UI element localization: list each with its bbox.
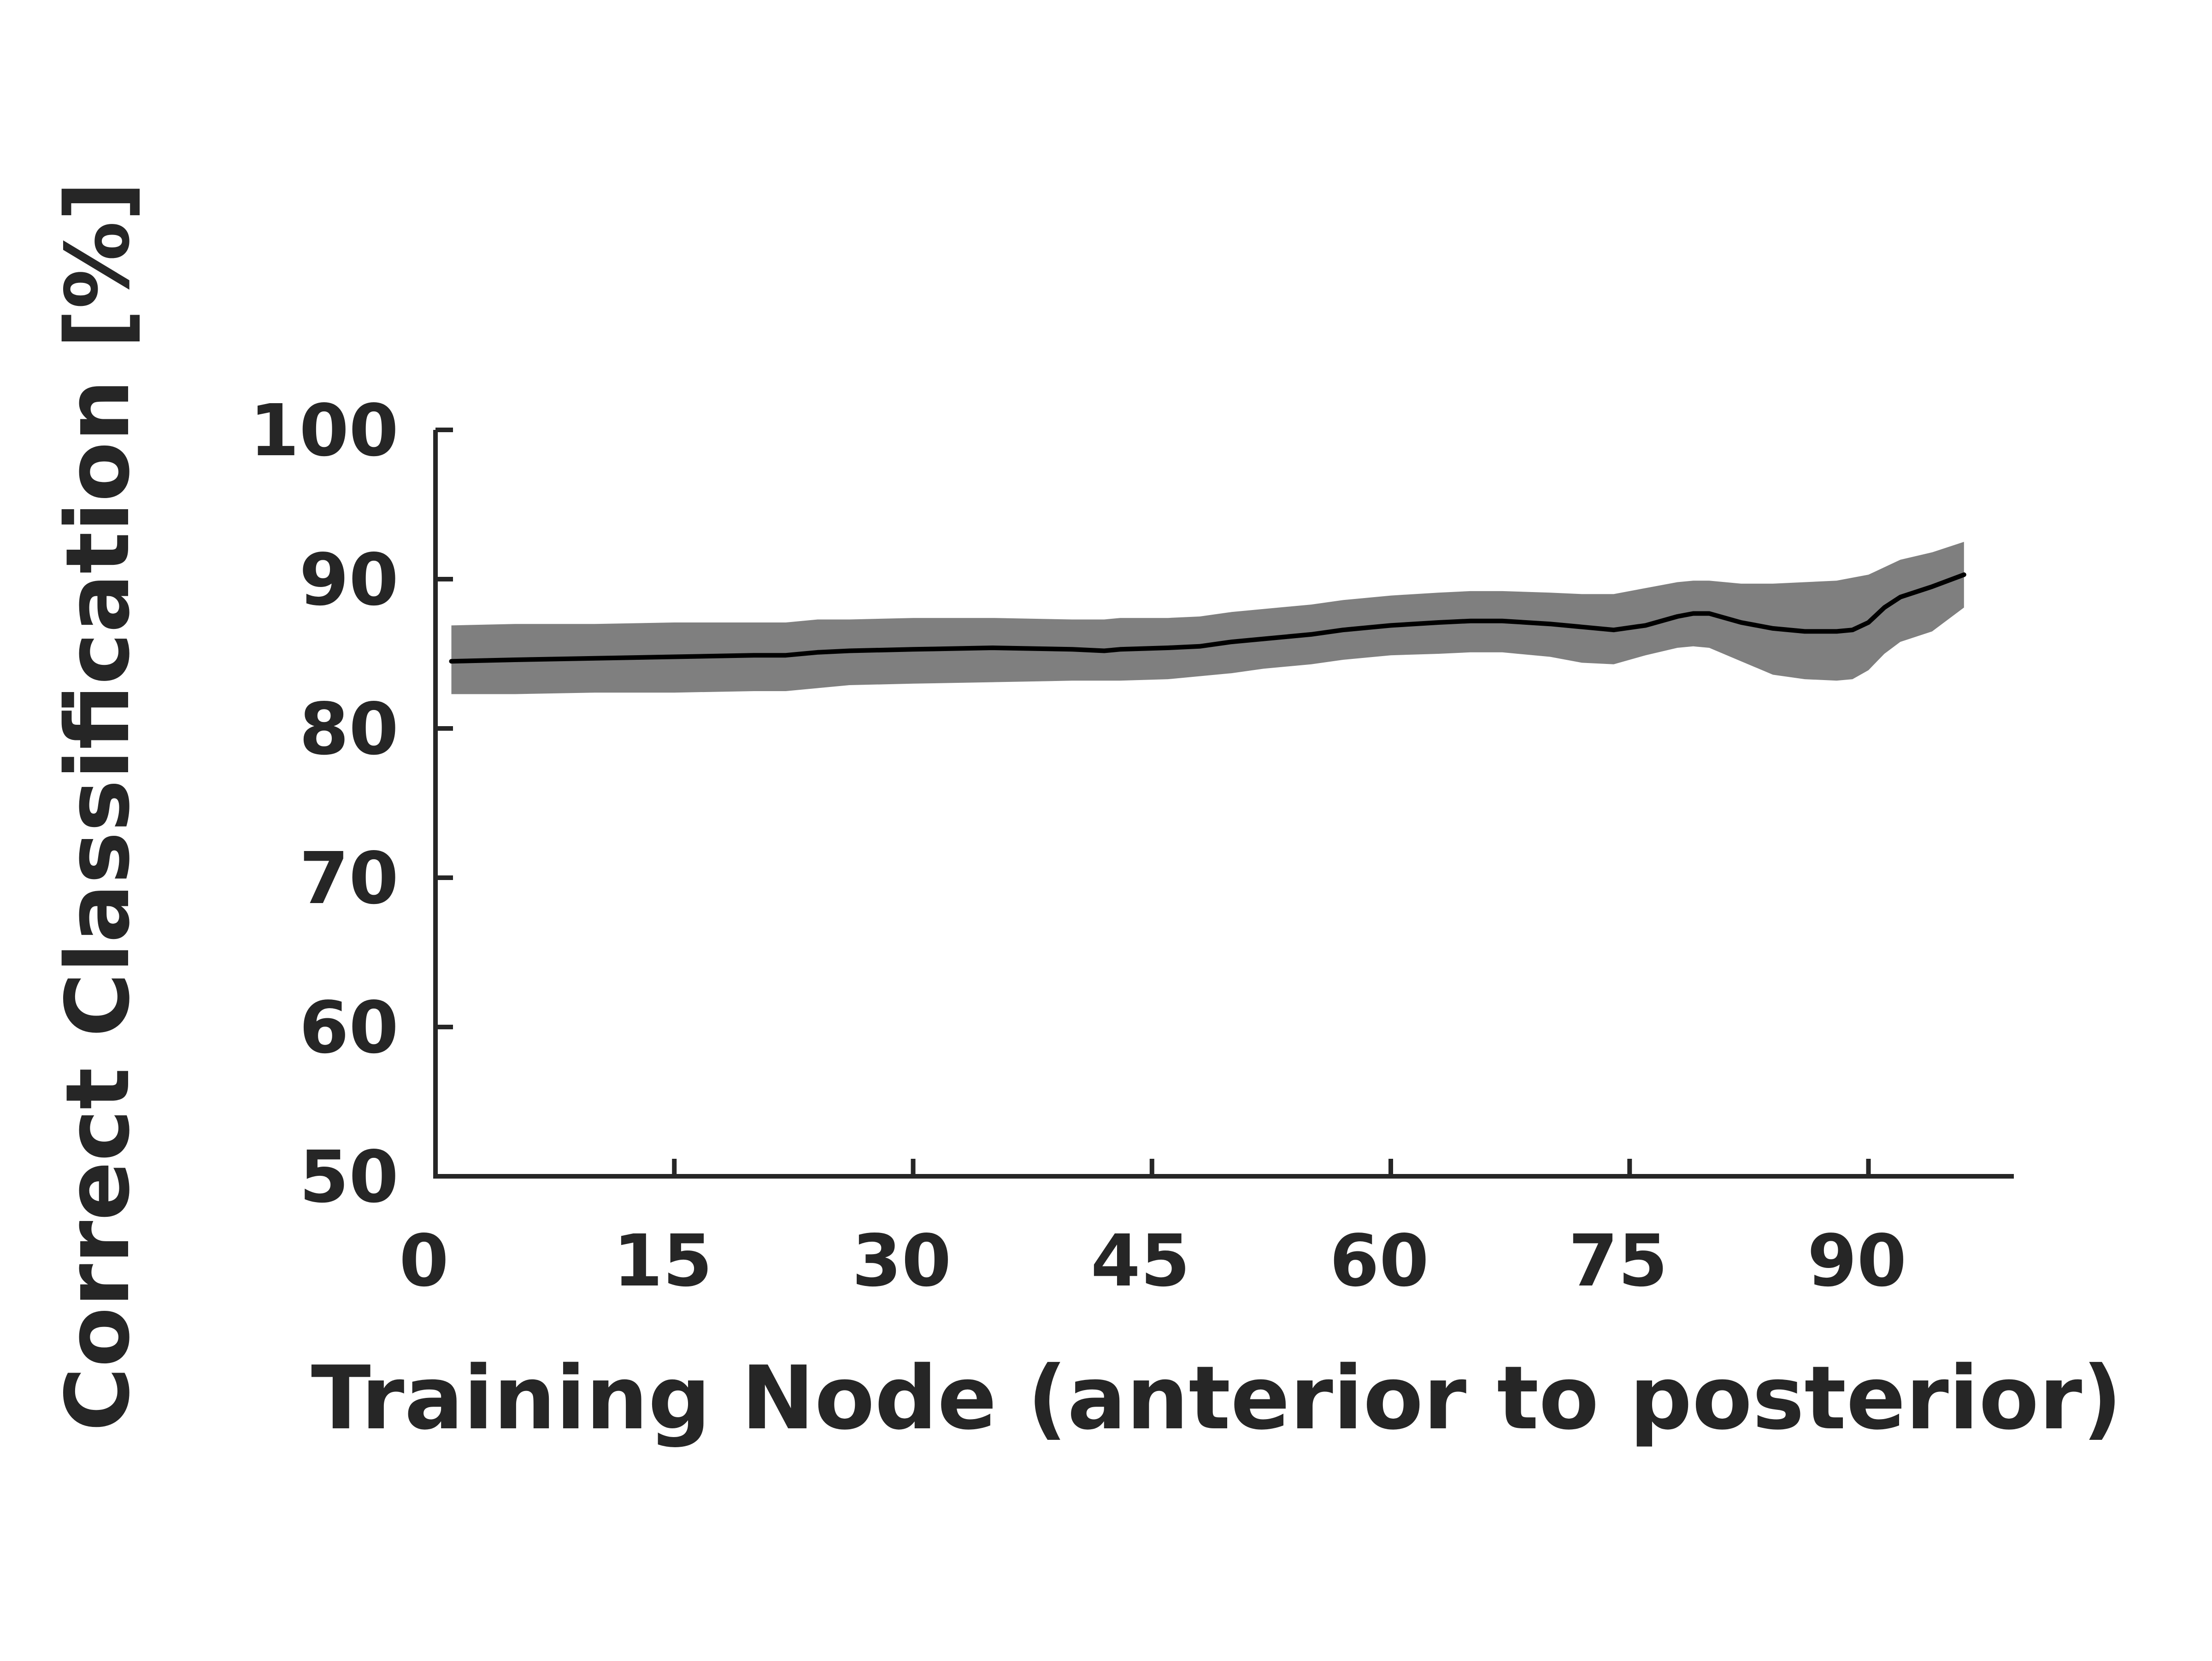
y-tick-label-50: 50 (299, 1135, 399, 1219)
x-axis-title: Training Node (anterior to posterior) (311, 1347, 2122, 1449)
y-axis-title: Correct Classification [%] (47, 181, 149, 1432)
x-tick-label-15: 15 (613, 1219, 712, 1303)
x-tick-label-0: 0 (399, 1219, 449, 1303)
y-tick-label-80: 80 (299, 687, 399, 771)
y-tick-label-70: 70 (299, 837, 399, 920)
x-tick-label-90: 90 (1807, 1219, 1907, 1303)
x-tick-label-60: 60 (1330, 1219, 1429, 1303)
y-tick-label-90: 90 (299, 538, 399, 622)
y-tick-label-60: 60 (299, 986, 399, 1069)
x-tick-label-75: 75 (1568, 1219, 1668, 1303)
confidence-band (451, 542, 1964, 694)
x-tick-label-30: 30 (852, 1219, 952, 1303)
y-tick-label-100: 100 (249, 389, 399, 472)
mean-line (449, 572, 1966, 664)
x-tick-label-45: 45 (1091, 1219, 1190, 1303)
